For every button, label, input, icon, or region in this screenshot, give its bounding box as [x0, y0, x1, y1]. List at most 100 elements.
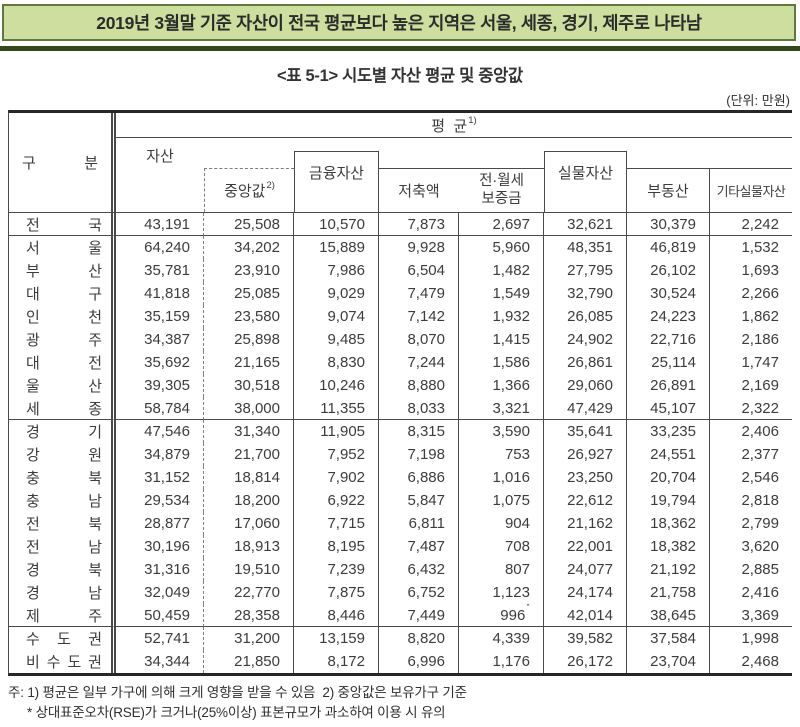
- table-row: 광 주 34,387 25,898 9,485 8,070 1,415 24,902 22,71…: [9, 328, 792, 351]
- value-cell: 18,200: [204, 489, 294, 512]
- value-cell: 52,741: [116, 627, 204, 650]
- value-cell: 6,811: [379, 512, 459, 535]
- value-cell: 11,905: [294, 420, 379, 443]
- value-cell: 1,532: [741, 239, 779, 256]
- table-title: <표 5-1> 시도별 자산 평균 및 중앙값: [277, 67, 523, 85]
- column-header-median: 중앙값 2): [204, 168, 294, 212]
- value-cell: 11,355: [294, 397, 379, 420]
- value-cell: 45,107: [627, 397, 710, 420]
- table-row: 대 구 41,818 25,085 9,029 7,479 1,549 32,790 30,52…: [9, 282, 792, 305]
- value-cell: 23,580: [204, 305, 294, 328]
- value-cell: 7,715: [294, 512, 379, 535]
- value-cell: 26,102: [627, 259, 710, 282]
- value-cell: 8,195: [294, 535, 379, 558]
- value-cell: 2,468: [741, 653, 779, 670]
- value-cell: 1,932: [459, 305, 544, 328]
- value-cell: 26,891: [627, 374, 710, 397]
- value-cell: 7,239: [294, 558, 379, 581]
- value-cell: 2,546: [741, 469, 779, 486]
- value-cell: 708: [459, 535, 544, 558]
- value-cell: 6,996: [379, 650, 459, 673]
- value-cell: 2,885: [741, 561, 779, 578]
- value-cell: 9,029: [294, 282, 379, 305]
- table-row: 대 전 35,692 21,165 8,830 7,244 1,586 26,861 25,11…: [9, 351, 792, 374]
- value-cell: 24,077: [544, 558, 627, 581]
- value-cell: 35,641: [544, 420, 627, 443]
- value-cell: 26,927: [544, 443, 627, 466]
- value-cell: 753: [459, 443, 544, 466]
- value-cell: 19,510: [204, 558, 294, 581]
- value-cell: 24,902: [544, 328, 627, 351]
- average-footnote-mark: 1): [468, 114, 477, 126]
- value-cell: 1,415: [459, 328, 544, 351]
- table-row: 전 국 43,191 25,508 10,570 7,873 2,697 32,621 30,3…: [9, 213, 792, 236]
- value-cell: 35,692: [116, 351, 204, 374]
- value-cell: 31,200: [204, 627, 294, 650]
- value-cell: 18,814: [204, 466, 294, 489]
- value-cell: 23,704: [627, 650, 710, 673]
- table-row: 전 남 30,196 18,913 8,195 7,487 708 22,001 18,382 3…: [9, 535, 792, 558]
- value-cell: 21,850: [204, 650, 294, 673]
- deposit-line2: 보증금: [481, 190, 522, 207]
- value-cell: 2,322: [710, 397, 792, 420]
- table-row: 울 산 39,305 30,518 10,246 8,880 1,366 29,060 26,8…: [9, 374, 792, 397]
- value-cell: 9,928: [379, 236, 459, 259]
- banner-underline-rule: [0, 46, 800, 51]
- value-cell: 6,432: [379, 558, 459, 581]
- value-cell: 1,016: [459, 466, 544, 489]
- average-label: 평 균: [431, 117, 468, 135]
- table-row: 충 북 31,152 18,814 7,902 6,886 1,016 23,250 20,70…: [9, 466, 792, 489]
- value-cell: 30,524: [627, 282, 710, 305]
- value-cell: 35,781: [116, 259, 204, 282]
- value-cell: 8,830: [294, 351, 379, 374]
- value-cell: 2,416: [741, 584, 779, 601]
- value-cell: 34,202: [204, 236, 294, 259]
- value-cell: 27,795: [544, 259, 627, 282]
- column-header-real-assets: 실물자산: [544, 151, 627, 212]
- column-header-financial-assets: 금융자산: [294, 151, 379, 212]
- value-cell: 2,697: [459, 213, 544, 236]
- value-cell: 22,612: [544, 489, 627, 512]
- value-cell: 1,862: [741, 308, 779, 325]
- value-cell: 2,186: [741, 331, 779, 348]
- table-row: 경 기 47,546 31,340 11,905 8,315 3,590 35,641 33,2…: [9, 420, 792, 443]
- value-cell: 21,162: [544, 512, 627, 535]
- footnote-2: * 상대표준오차(RSE)가 크거나(25%이상) 표본규모가 과소하여 이용 …: [27, 705, 446, 720]
- value-cell: 34,879: [116, 443, 204, 466]
- value-cell: 7,244: [379, 351, 459, 374]
- value-cell: 2,266: [741, 285, 779, 302]
- value-cell: 7,875: [294, 581, 379, 604]
- value-cell: 30,196: [116, 535, 204, 558]
- value-cell: 48,351: [544, 236, 627, 259]
- value-cell: 22,716: [627, 328, 710, 351]
- column-header-other-real-assets: 기타실물자산: [710, 168, 792, 212]
- column-header-average: 평 균 1): [116, 113, 792, 138]
- table-row: 부 산 35,781 23,910 7,986 6,504 1,482 27,795 26,10…: [9, 259, 792, 282]
- value-cell: 34,344: [116, 650, 204, 673]
- value-cell: 38,000: [204, 397, 294, 420]
- asset-label: 자산: [146, 148, 174, 165]
- value-cell: 1,176: [459, 650, 544, 673]
- value-cell: 8,880: [379, 374, 459, 397]
- value-cell: 9,485: [294, 328, 379, 351]
- table-row: 비 수 도 권 34,344 21,850 8,172 6,996 1,176 26,172 23,…: [9, 650, 792, 673]
- value-cell: 31,316: [116, 558, 204, 581]
- value-cell: 5,960: [459, 236, 544, 259]
- value-cell: 58,784: [116, 397, 204, 420]
- value-cell: 25,114: [627, 351, 710, 374]
- value-cell: 6,886: [379, 466, 459, 489]
